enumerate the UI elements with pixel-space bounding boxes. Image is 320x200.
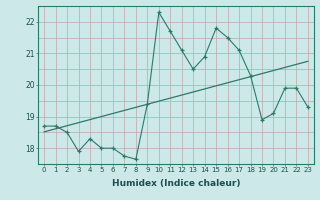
X-axis label: Humidex (Indice chaleur): Humidex (Indice chaleur) [112, 179, 240, 188]
